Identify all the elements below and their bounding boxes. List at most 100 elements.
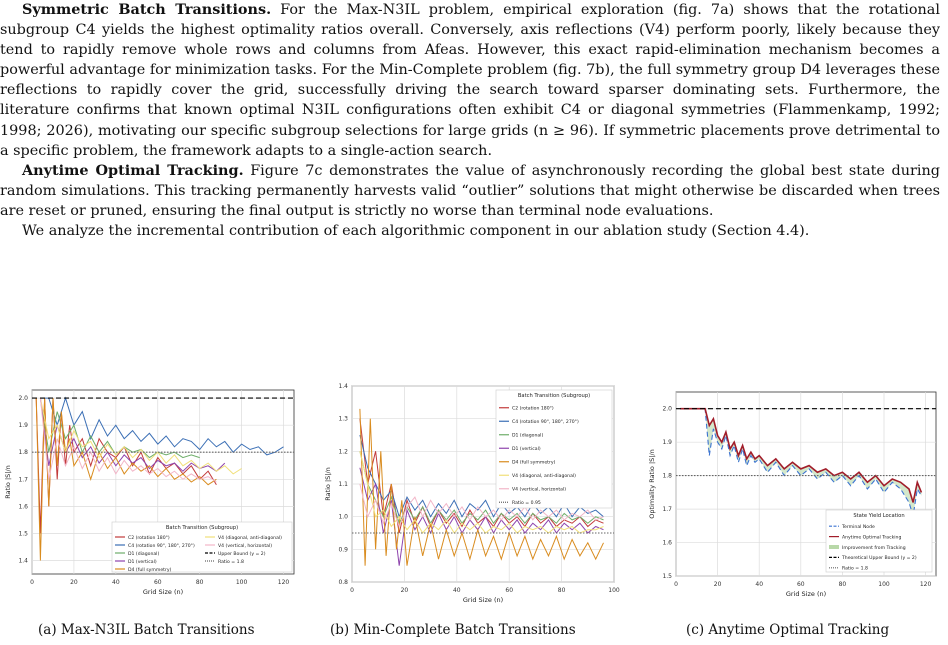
legend-label: Theoretical Upper Bound (y = 2) (841, 555, 917, 561)
chart-anytime-tracking: 0 20 40 60 80 100 120 1.5 1.6 1.7 1.8 1.9 2.0 Grid Si… (648, 391, 937, 598)
legend-label: C4 (rotation 90°, 180°, 270°) (512, 419, 579, 425)
x-tick-label: 120 (278, 579, 290, 586)
series-line-4 (35, 398, 217, 561)
series-group (32, 396, 294, 561)
paragraph-anytime-tracking: Anytime Optimal Tracking. Figure 7c demo… (0, 161, 940, 221)
caption-b: (b) Min-Complete Batch Transitions (330, 622, 576, 638)
x-tick-label: 40 (453, 587, 461, 594)
legend-box (111, 521, 293, 573)
chart-max-n3il: 0 20 40 60 80 100 120 1.4 1.5 1.6 1.7 1.8 1.9 2.0 Grid… (4, 389, 295, 596)
x-tick-label: 80 (558, 587, 566, 594)
series-line-3 (359, 467, 604, 566)
series-line-5 (359, 451, 604, 534)
y-axis-label: Ratio |S|/n (4, 465, 12, 499)
y-tick-label: 1.7 (662, 506, 672, 513)
x-tick-label: 60 (797, 581, 805, 588)
series-line-6 (359, 483, 604, 528)
y-tick-label: 0.9 (338, 546, 348, 553)
y-tick-label: 1.8 (662, 473, 672, 480)
y-tick-label: 1.5 (662, 573, 672, 580)
legend-box (495, 389, 613, 509)
series-line-1 (680, 407, 923, 503)
x-tick-label: 40 (112, 579, 120, 586)
y-tick-label: 1.4 (18, 557, 28, 564)
series-line-6 (39, 398, 217, 483)
legend-label: D4 (full symmetry) (512, 460, 556, 466)
x-tick-label: 100 (608, 587, 620, 594)
x-tick-label: 80 (196, 579, 204, 586)
y-tick-label: 1.5 (18, 530, 28, 537)
y-tick-label: 0.8 (338, 579, 348, 586)
y-tick-label: 2.0 (662, 406, 672, 413)
figure-a: 0 20 40 60 80 100 120 1.4 1.5 1.6 1.7 1.8 1.9 2.0 Grid… (0, 378, 300, 608)
legend-label: V4 (vertical, horizontal) (218, 543, 272, 549)
legend-label: Improvement from Tracking (842, 545, 906, 551)
y-tick-label: 1.8 (18, 449, 28, 456)
paragraph-body: We analyze the incremental contribution … (22, 223, 810, 240)
chart-min-complete: 0 20 40 60 80 100 0.8 0.9 1.0 1.1 1.2 1.3 1.4 Grid Si… (324, 383, 620, 604)
x-tick-label: 60 (505, 587, 513, 594)
y-tick-label: 1.6 (18, 503, 28, 510)
y-axis-label: Ratio |S|/n (324, 467, 332, 501)
legend-label: Ratio = 0.95 (512, 500, 541, 506)
legend-label: D1 (vertical) (128, 559, 157, 565)
paragraph-ablation: We analyze the incremental contribution … (0, 221, 940, 241)
y-axis-label: Optimality Ratio |S|/n (648, 449, 656, 519)
y-tick-label: 1.9 (662, 439, 672, 446)
legend-label: C4 (rotation 90°, 180°, 270°) (128, 543, 195, 549)
x-tick-label: 20 (714, 581, 722, 588)
y-tick-label: 1.1 (338, 481, 348, 488)
legend-title: State Yield Location (853, 513, 904, 519)
x-tick-label: 100 (236, 579, 248, 586)
x-tick-label: 40 (755, 581, 763, 588)
paragraph-symmetric-batch: Symmetric Batch Transitions. For the Max… (0, 0, 940, 161)
legend-label: C2 (rotation 180°) (128, 535, 170, 541)
figure-row: 0 20 40 60 80 100 120 1.4 1.5 1.6 1.7 1.8 1.9 2.0 Grid… (0, 378, 948, 643)
legend-box (825, 509, 933, 573)
series-group (676, 407, 936, 516)
series-line-1 (40, 396, 284, 456)
x-tick-label: 60 (154, 579, 162, 586)
legend-label: C2 (rotation 180°) (512, 406, 554, 412)
x-axis-label: Grid Size (n) (786, 590, 826, 598)
series-line-0 (359, 418, 604, 534)
paragraph-body: Figure 7c demonstrates the value of asyn… (0, 162, 940, 219)
series-line-0 (680, 408, 922, 516)
legend-swatch (829, 545, 839, 549)
legend-title: Batch Transition (Subgroup) (518, 393, 590, 399)
x-tick-label: 100 (878, 581, 890, 588)
x-axis-label: Grid Size (n) (143, 588, 183, 596)
figure-b: 0 20 40 60 80 100 0.8 0.9 1.0 1.1 1.2 1.3 1.4 Grid Si… (316, 378, 622, 608)
y-tick-label: 1.4 (338, 383, 348, 390)
paragraph-heading: Symmetric Batch Transitions. (22, 1, 272, 18)
legend-label: D1 (vertical) (512, 446, 541, 452)
legend-label: V4 (diagonal, anti-diagonal) (512, 473, 576, 479)
x-tick-label: 120 (920, 581, 932, 588)
legend-label: Ratio = 1.8 (218, 559, 244, 565)
paragraph-body: For the Max-N3IL problem, empirical expl… (0, 2, 940, 159)
legend-label: Ratio = 1.8 (842, 566, 868, 572)
x-tick-label: 80 (839, 581, 847, 588)
x-tick-label: 20 (401, 587, 409, 594)
y-tick-label: 2.0 (18, 395, 28, 402)
x-tick-label: 0 (350, 587, 354, 594)
caption-c: (c) Anytime Optimal Tracking (686, 622, 890, 638)
figure-c: 0 20 40 60 80 100 120 1.5 1.6 1.7 1.8 1.9 2.0 Grid Si… (640, 378, 940, 608)
y-tick-label: 1.7 (18, 476, 28, 483)
legend-title: Batch Transition (Subgroup) (166, 525, 238, 531)
legend-label: V4 (diagonal, anti-diagonal) (218, 535, 282, 541)
x-tick-label: 20 (70, 579, 78, 586)
paragraph-heading: Anytime Optimal Tracking. (22, 161, 244, 179)
y-tick-label: 1.6 (662, 540, 672, 547)
series-line-2 (359, 451, 604, 525)
legend-label: Upper Bound (y = 2) (218, 551, 266, 557)
y-tick-label: 1.9 (18, 422, 28, 429)
x-tick-label: 0 (674, 581, 678, 588)
x-axis-label: Grid Size (n) (463, 596, 503, 604)
y-tick-label: 1.2 (338, 448, 348, 455)
y-tick-label: 1.0 (338, 514, 348, 521)
x-tick-label: 0 (30, 579, 34, 586)
caption-a: (a) Max-N3IL Batch Transitions (38, 622, 255, 638)
series-line-5 (39, 397, 242, 475)
